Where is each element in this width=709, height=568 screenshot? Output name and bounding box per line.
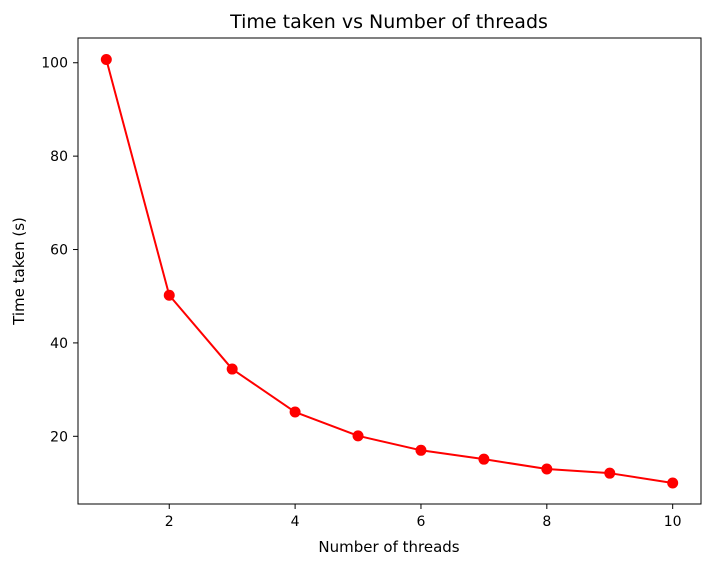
y-tick-label: 100	[41, 56, 68, 72]
chart-title: Time taken vs Number of threads	[229, 11, 548, 33]
data-point	[667, 477, 679, 489]
data-point	[289, 406, 301, 418]
series-layer	[100, 53, 679, 489]
series-line	[105, 59, 673, 484]
data-point	[226, 363, 238, 375]
y-axis-label: Time taken (s)	[10, 217, 28, 326]
data-point	[163, 289, 175, 301]
x-tick-label: 2	[165, 514, 174, 530]
x-axis: 2 4 6 8 10	[165, 504, 682, 530]
y-tick-label: 80	[50, 149, 68, 165]
data-point	[352, 430, 364, 442]
x-axis-label: Number of threads	[318, 538, 459, 556]
data-point	[415, 444, 427, 456]
x-tick-label: 4	[291, 514, 300, 530]
data-point	[100, 53, 112, 65]
plot-frame	[77, 37, 702, 505]
data-point	[604, 467, 616, 479]
x-tick-label: 6	[417, 514, 426, 530]
y-tick-label: 20	[50, 429, 68, 445]
x-tick-label: 10	[664, 514, 682, 530]
y-axis: 20 40 60 80 100	[41, 56, 78, 445]
data-point	[541, 463, 553, 475]
y-tick-label: 40	[50, 336, 68, 352]
x-tick-label: 8	[542, 514, 551, 530]
y-tick-label: 60	[50, 243, 68, 259]
data-point	[478, 453, 490, 465]
